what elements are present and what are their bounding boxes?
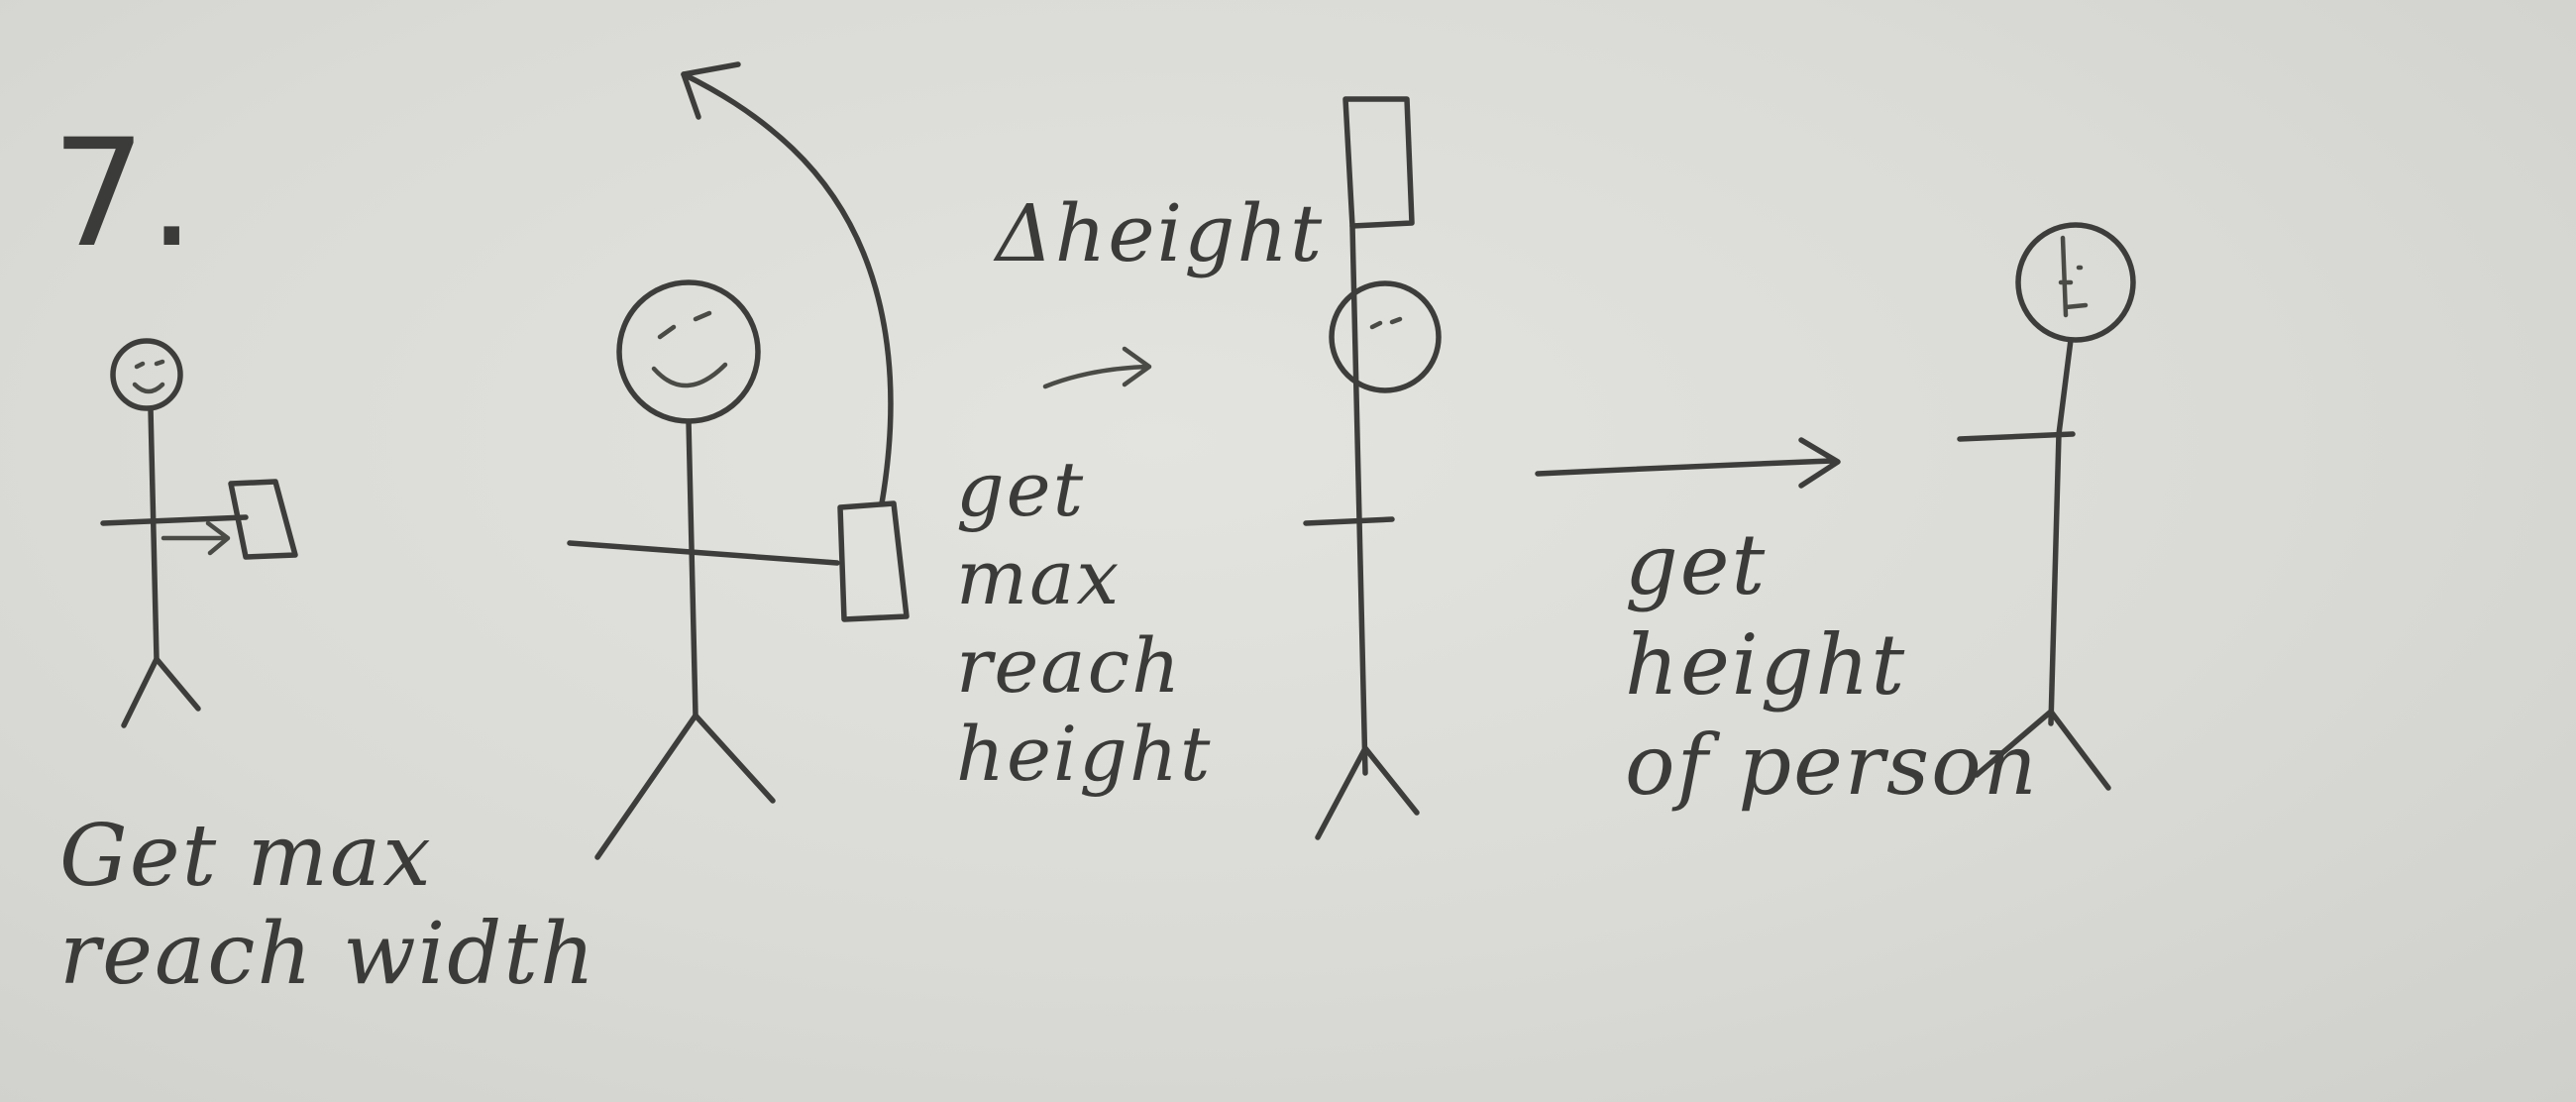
raise-arrow-head xyxy=(681,61,741,120)
caption-line: reach width xyxy=(59,904,597,1004)
arrow-to-panel-4 xyxy=(1535,437,1841,489)
caption-max-reach-height: get max reach height xyxy=(956,445,1213,799)
caption-line: Get max xyxy=(59,807,433,906)
caption-reach-width: Get max reach width xyxy=(59,808,596,1004)
arm-4 xyxy=(1957,431,2076,442)
head-1 xyxy=(110,338,183,411)
delta-height-label: Δheight xyxy=(996,187,1325,279)
legs-4 xyxy=(1974,709,2111,791)
caption-line: max xyxy=(956,532,1122,621)
face-3 xyxy=(1369,316,1403,330)
figure-person-height xyxy=(1957,222,2136,791)
step-number: 7. xyxy=(52,108,198,280)
caption-line: height xyxy=(1625,615,1907,714)
arrow-to-panel-3 xyxy=(1042,346,1152,389)
box-2 xyxy=(837,500,910,622)
face-4 xyxy=(2058,235,2089,318)
caption-line: reach xyxy=(956,620,1183,710)
box-overhead xyxy=(1342,96,1415,229)
caption-line: get xyxy=(1625,516,1768,613)
box-1 xyxy=(228,479,298,560)
smiley-face-1 xyxy=(132,359,165,394)
figure-max-height xyxy=(1303,96,1442,840)
legs-2 xyxy=(594,713,776,860)
body-4 xyxy=(2048,337,2074,726)
arm-1 xyxy=(100,514,249,526)
figure-arm-raise xyxy=(567,61,910,860)
caption-line: of person xyxy=(1625,716,2039,814)
head-3 xyxy=(1329,280,1442,393)
smiley-face-2 xyxy=(651,310,728,388)
caption-person-height: get height of person xyxy=(1625,515,2039,815)
body-1 xyxy=(148,405,160,662)
caption-line: get xyxy=(956,445,1086,533)
arm-3 xyxy=(1303,516,1395,526)
arm-2 xyxy=(567,540,840,566)
legs-1 xyxy=(121,656,201,728)
head-2 xyxy=(616,279,761,424)
figure-reach-width xyxy=(100,338,298,728)
head-4 xyxy=(2015,222,2136,343)
raise-arrow-curve xyxy=(681,71,894,506)
caption-line: height xyxy=(956,709,1213,798)
reach-arrow-1 xyxy=(161,520,231,556)
body-2 xyxy=(686,418,698,718)
body-3 xyxy=(1349,223,1368,776)
legs-3 xyxy=(1315,745,1420,840)
